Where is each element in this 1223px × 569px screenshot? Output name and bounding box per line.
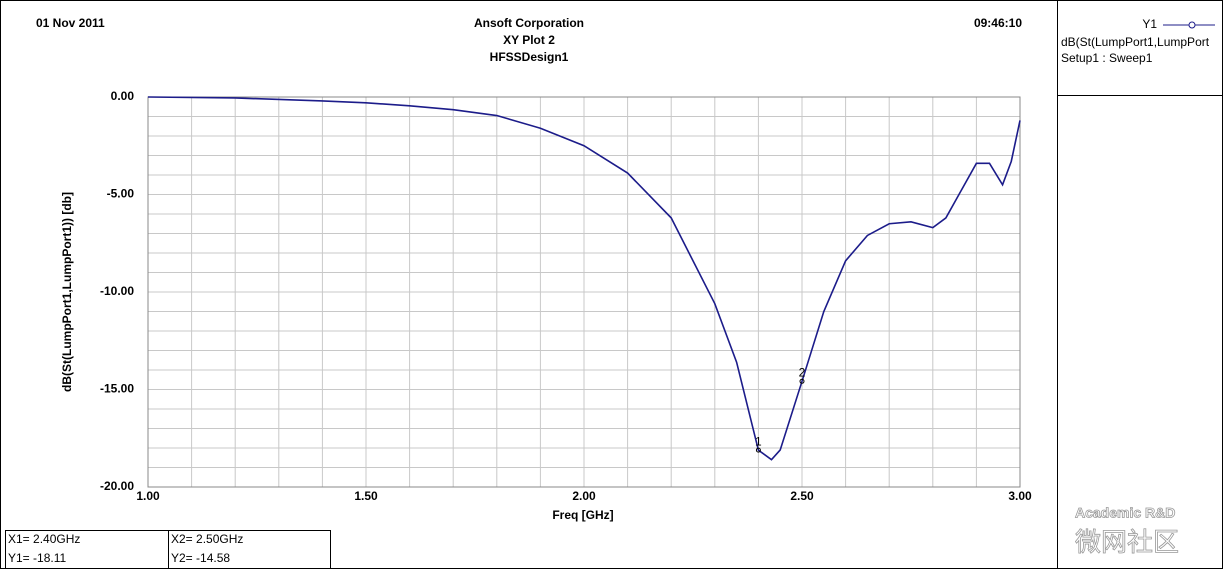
legend-trace: Y1 (1142, 17, 1157, 31)
design: HFSSDesign1 (490, 50, 569, 64)
plot-name: XY Plot 2 (503, 33, 555, 47)
watermark: Academic R&D (1075, 505, 1175, 521)
y-tick-label: -15.00 (100, 382, 134, 396)
x-tick-label: 2.50 (790, 489, 814, 503)
x-axis-label: Freq [GHz] (552, 508, 613, 522)
x-tick-label: 1.50 (354, 489, 378, 503)
marker (799, 378, 805, 384)
y-tick-label: -10.00 (100, 284, 134, 298)
y-tick-label: 0.00 (111, 89, 135, 103)
marker-cell: Y2= -14.58 (171, 551, 230, 565)
x-tick-label: 1.00 (136, 489, 160, 503)
x-tick-label: 2.00 (572, 489, 596, 503)
legend-setup: Setup1 : Sweep1 (1061, 51, 1153, 65)
marker-cell: X1= 2.40GHz (8, 532, 80, 546)
date: 01 Nov 2011 (36, 16, 105, 30)
y-axis-label: dB(St(LumpPort1,LumpPort1)) [db] (60, 192, 74, 392)
watermark: 微网社区 (1075, 527, 1179, 557)
marker (755, 447, 761, 453)
curve (147, 96, 1021, 461)
marker-label: 1 (755, 434, 762, 448)
y-tick-label: -20.00 (100, 479, 134, 493)
time: 09:46:10 (974, 16, 1022, 30)
y-tick-label: -5.00 (107, 187, 135, 201)
marker-cell: X2= 2.50GHz (171, 532, 243, 546)
plot-area (147, 96, 1021, 488)
legend-symbol (1188, 21, 1196, 29)
company: Ansoft Corporation (474, 16, 584, 30)
x-tick-label: 3.00 (1008, 489, 1032, 503)
legend-name: dB(St(LumpPort1,LumpPort (1061, 35, 1210, 49)
marker-cell: Y1= -18.11 (8, 551, 66, 565)
marker-label: 2 (799, 365, 806, 379)
